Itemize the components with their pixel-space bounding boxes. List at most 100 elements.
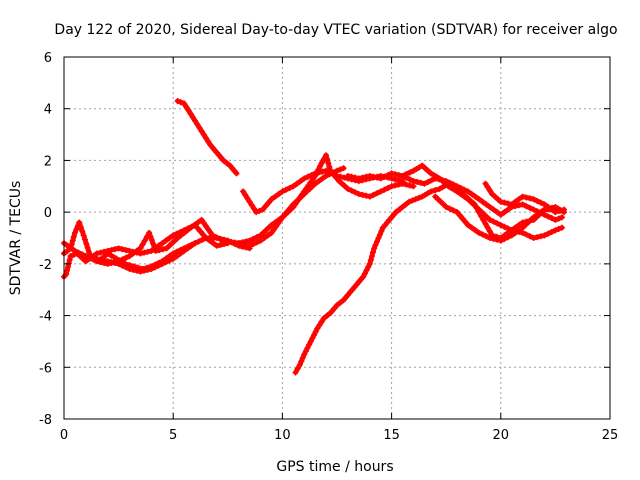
- data-point: [318, 160, 325, 167]
- data-point: [378, 228, 385, 235]
- data-point: [352, 174, 359, 181]
- data-point: [501, 209, 508, 216]
- data-point: [93, 250, 100, 257]
- data-point: [465, 188, 472, 195]
- data-point: [461, 193, 468, 200]
- data-point: [262, 203, 269, 210]
- data-point: [137, 268, 144, 275]
- data-point: [505, 200, 512, 207]
- data-point: [388, 183, 395, 190]
- y-tick-label: 4: [44, 103, 52, 118]
- data-point: [494, 209, 501, 216]
- x-tick-label: 15: [383, 428, 400, 443]
- data-point: [359, 174, 366, 181]
- data-point: [174, 235, 181, 241]
- data-point: [558, 224, 565, 231]
- data-point: [534, 234, 541, 241]
- data-point: [162, 259, 169, 266]
- data-point: [312, 180, 319, 187]
- data-point: [195, 238, 202, 245]
- data-point: [348, 187, 355, 194]
- data-point: [155, 262, 162, 269]
- data-point: [312, 328, 319, 335]
- data-point: [177, 232, 184, 239]
- data-point: [516, 196, 522, 203]
- data-point: [512, 198, 519, 205]
- data-point: [152, 247, 159, 254]
- data-point: [374, 174, 381, 181]
- data-point: [454, 188, 461, 195]
- data-point: [151, 244, 158, 251]
- data-point: [302, 348, 309, 355]
- data-point: [330, 171, 337, 178]
- data-point: [555, 225, 562, 232]
- data-point: [468, 224, 475, 231]
- data-point: [427, 188, 434, 195]
- data-point: [461, 186, 468, 193]
- data-point: [552, 227, 559, 234]
- data-point: [395, 181, 402, 188]
- data-point: [508, 232, 515, 239]
- data-point: [446, 205, 453, 212]
- data-point: [248, 202, 255, 209]
- x-tick-label: 0: [60, 428, 68, 443]
- data-point: [361, 270, 368, 277]
- data-point: [305, 182, 312, 189]
- data-point: [93, 255, 100, 262]
- data-point: [159, 260, 166, 267]
- data-point: [75, 249, 82, 256]
- x-axis-label: GPS time / hours: [276, 459, 393, 475]
- x-tick-label: 10: [274, 428, 291, 443]
- data-point: [304, 173, 311, 180]
- data-point: [122, 254, 129, 261]
- data-point: [170, 232, 177, 239]
- data-point: [432, 175, 439, 182]
- data-point: [462, 218, 469, 225]
- data-point: [479, 198, 486, 205]
- data-point: [185, 107, 192, 114]
- y-tick-label: -8: [39, 413, 52, 428]
- data-point: [406, 182, 413, 189]
- plot-frame: [63, 56, 611, 420]
- data-point: [537, 199, 544, 206]
- data-point: [205, 226, 212, 233]
- data-point: [375, 235, 382, 241]
- data-point: [122, 264, 129, 271]
- data-point: [111, 259, 118, 266]
- data-point: [334, 302, 340, 309]
- data-point: [64, 267, 71, 274]
- data-point: [144, 248, 151, 255]
- data-point: [501, 199, 508, 206]
- data-point: [519, 193, 526, 200]
- data-point: [381, 173, 388, 180]
- data-point: [137, 245, 144, 252]
- data-point: [548, 228, 555, 235]
- data-point: [240, 188, 247, 195]
- data-point: [384, 185, 391, 192]
- data-point: [292, 200, 299, 207]
- data-point: [541, 201, 548, 208]
- data-point: [558, 214, 565, 221]
- data-point: [187, 224, 194, 231]
- data-point: [243, 244, 249, 251]
- data-point: [275, 191, 282, 198]
- data-point: [141, 237, 148, 244]
- data-point: [314, 325, 321, 332]
- data-point: [223, 160, 230, 167]
- data-point: [406, 176, 413, 183]
- data-point: [159, 240, 166, 247]
- data-point: [194, 219, 201, 226]
- data-point: [293, 180, 300, 187]
- data-point: [318, 318, 325, 325]
- data-point: [301, 175, 308, 182]
- data-point: [490, 235, 497, 242]
- data-point: [130, 266, 137, 273]
- data-point: [497, 198, 504, 205]
- data-point: [480, 216, 487, 223]
- data-point: [484, 184, 491, 191]
- data-point: [160, 246, 167, 253]
- data-point: [294, 365, 301, 372]
- data-point: [446, 179, 453, 186]
- data-point: [555, 215, 562, 222]
- data-point: [486, 216, 493, 223]
